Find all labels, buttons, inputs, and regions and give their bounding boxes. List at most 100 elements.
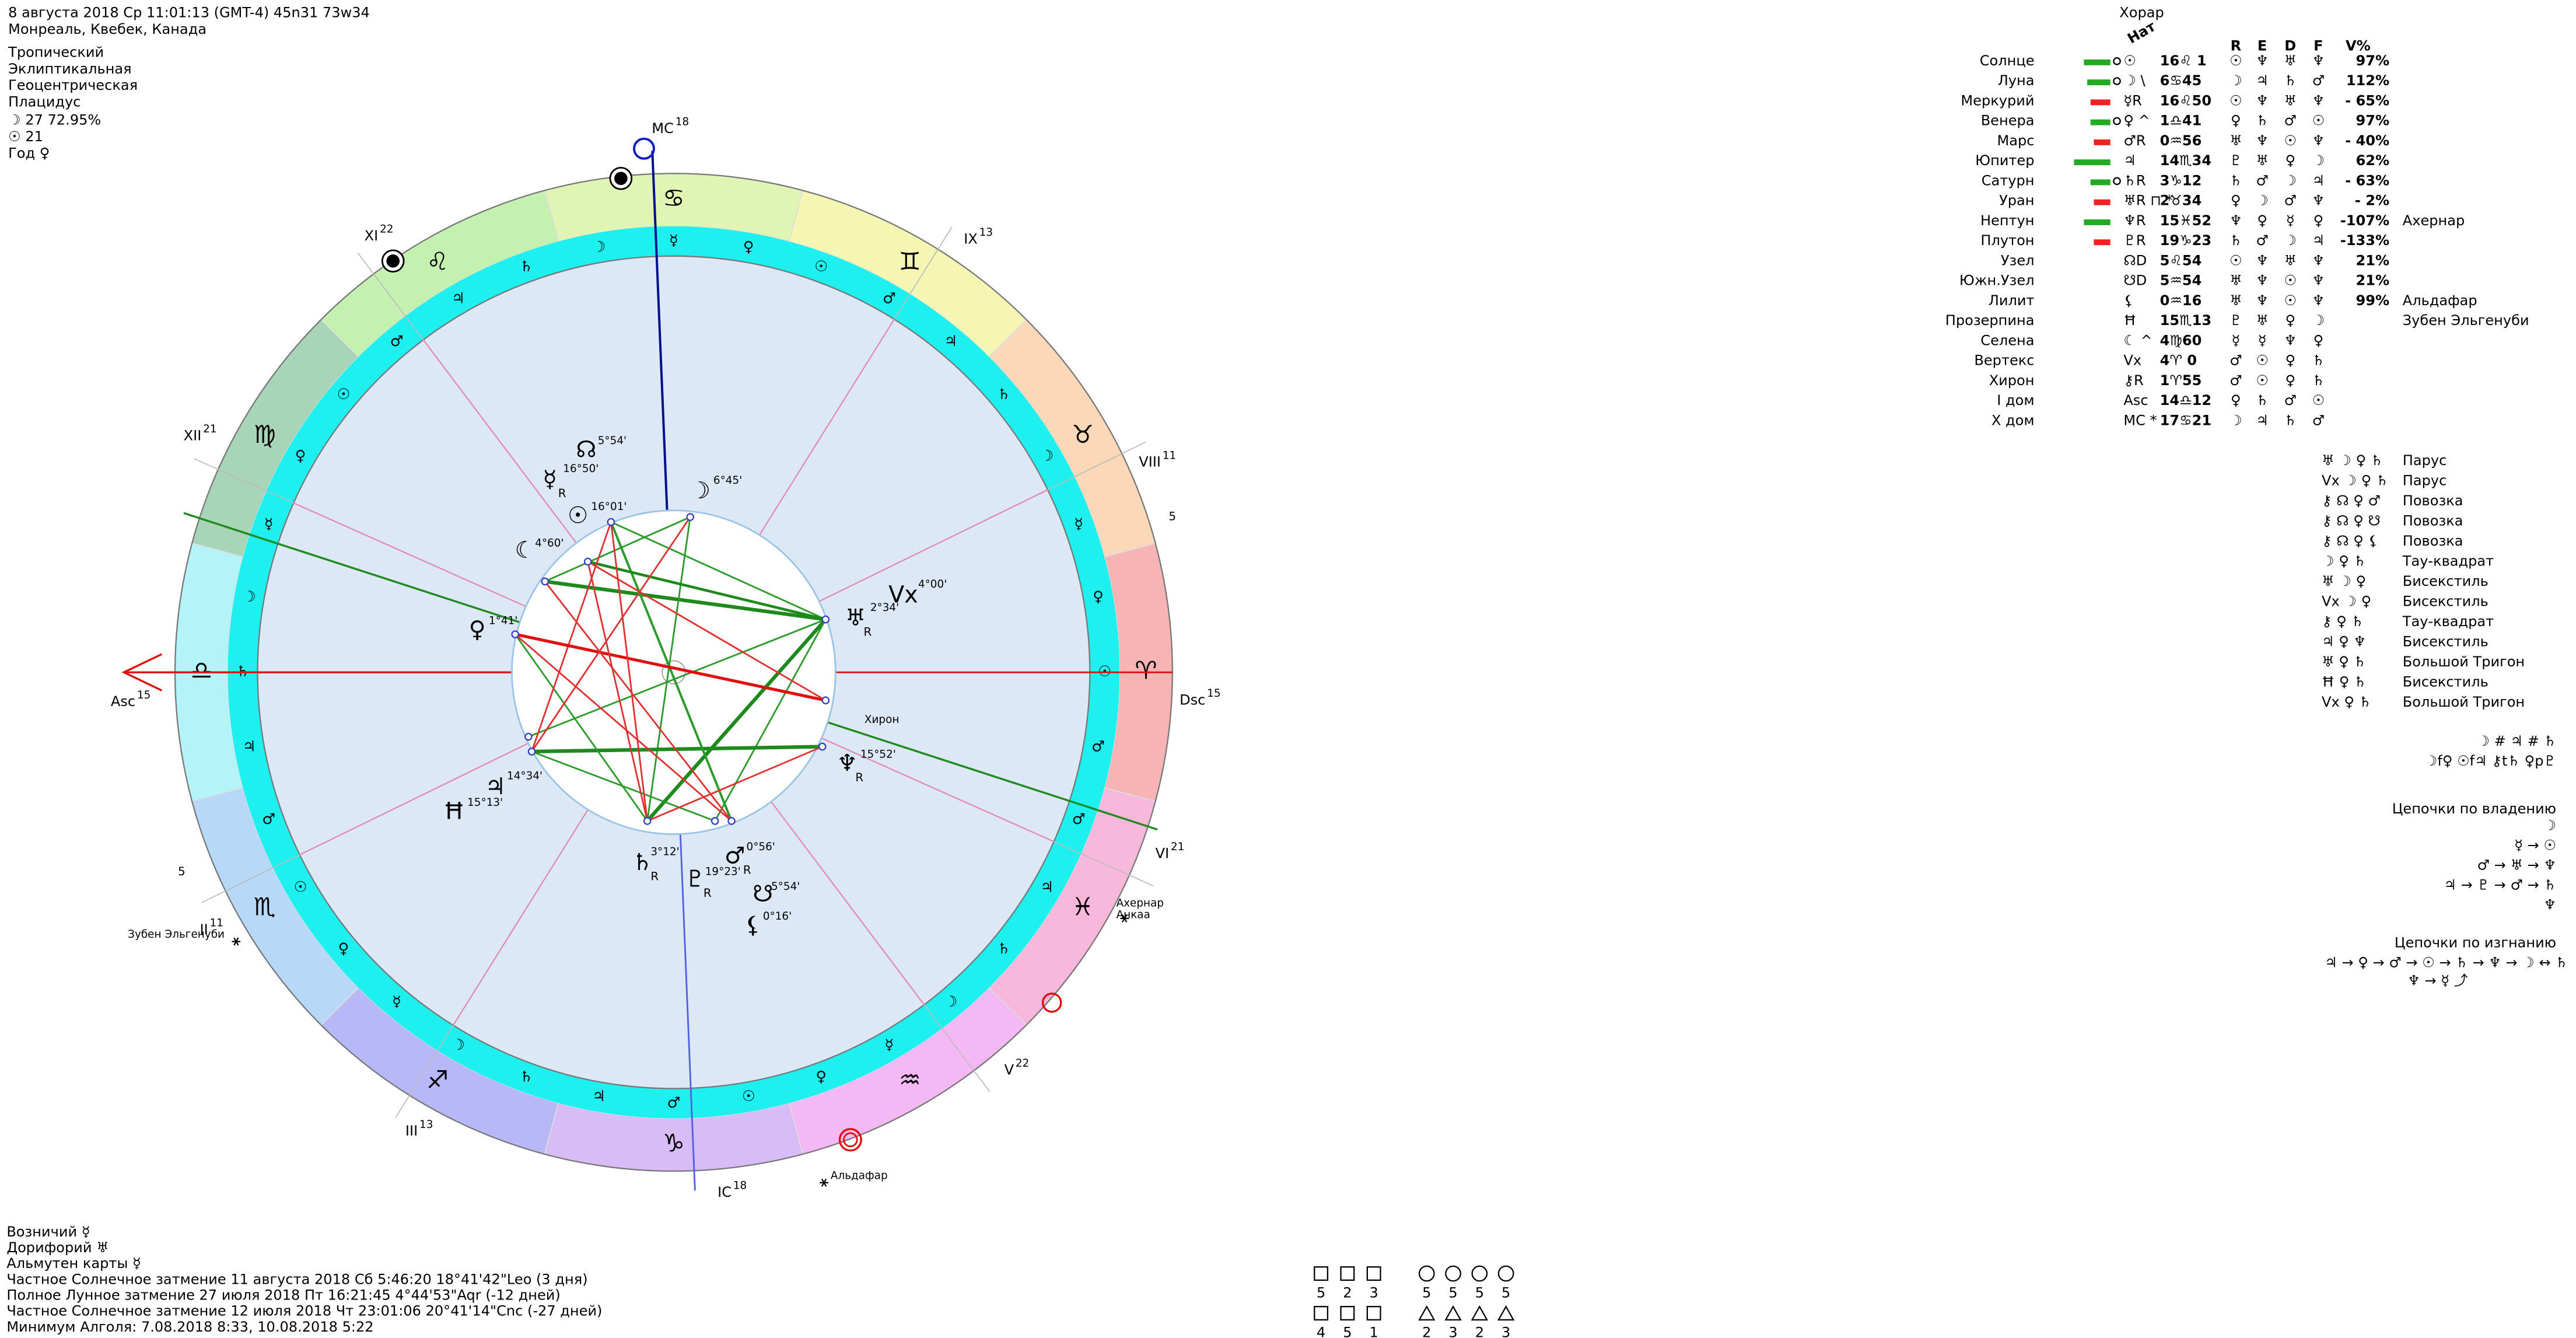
planet-label: Хирон [864, 714, 900, 726]
chain-line: ☽ [2543, 817, 2556, 833]
row-name: Прозерпина [1945, 312, 2035, 329]
column-header: E [2258, 37, 2267, 54]
column-header: V% [2346, 37, 2371, 54]
header-line: Плацидус [8, 94, 80, 110]
row-ruler: ♂ [2230, 352, 2242, 369]
row-name: Венера [1981, 113, 2035, 129]
ring-glyph: ♃ [944, 333, 957, 350]
mc-line [651, 151, 668, 511]
config-name: Большой Тригон [2403, 694, 2525, 710]
row-ruler: ♃ [2312, 172, 2325, 188]
strength-bar [2074, 159, 2110, 166]
ring-glyph: ♀ [816, 1068, 827, 1085]
count-value: 5 [1502, 1285, 1510, 1301]
row-ruler: ♀ [2285, 312, 2295, 329]
row-ruler: ♀ [2285, 372, 2295, 389]
row-value: 21% [2356, 252, 2390, 268]
ic-line [679, 834, 696, 1191]
house-degree: 11 [210, 917, 223, 929]
ring-glyph: ☿ [1074, 515, 1083, 533]
star-label: Анкаа [1116, 909, 1150, 921]
planet-glyph: ☋ [752, 881, 773, 907]
house-label: IC [718, 1184, 732, 1200]
planet-glyph: ☽ [690, 477, 710, 504]
count-icon [1418, 1305, 1436, 1320]
planet-degree: 0°16' [763, 910, 792, 923]
ring-glyph: ☽ [1040, 448, 1054, 465]
house-label: II [200, 921, 208, 938]
row-name: Лилит [1989, 292, 2035, 309]
config-glyphs: ⚷ ☊ ♀ ☋ [2322, 512, 2381, 529]
strength-bar [2094, 239, 2110, 246]
planet-glyph: ☾ [514, 537, 536, 564]
planet-degree: 5°54' [771, 881, 800, 893]
planet-degree: 4°00' [918, 578, 947, 591]
count-icon [1314, 1266, 1329, 1281]
planet-degree: 14°34' [507, 770, 542, 782]
strength-bar [2090, 99, 2110, 106]
row-ruler: ☉ [2284, 292, 2297, 309]
row-position: 4♈ 0 [2160, 352, 2197, 369]
ring-glyph: ♄ [998, 386, 1011, 403]
planet-glyph: ♂ [724, 843, 746, 869]
aspect-point [524, 732, 533, 741]
row-name: Южн.Узел [1959, 273, 2035, 289]
pattern: ☽f♀ ☉f♃ ⚷t♄ ♀p♇ [2425, 753, 2556, 769]
row-glyph: Vx [2123, 352, 2141, 369]
strength-mark [2113, 177, 2121, 186]
aspect-line [531, 516, 691, 752]
planet-retro: R [743, 863, 751, 876]
aspect-line [528, 619, 826, 738]
sign-glyph: ♓ [1072, 893, 1094, 921]
config-glyphs: ♅ ☽ ♀ ♄ [2322, 452, 2383, 469]
strength-bar [2084, 59, 2110, 65]
header-line: Геоцентрическая [8, 77, 138, 93]
row-ruler: ☉ [2230, 252, 2242, 268]
ring-glyph: ♂ [1072, 811, 1086, 828]
row-glyph: ♃ [2123, 152, 2136, 169]
row-ruler: ♅ [2284, 92, 2297, 109]
strength-mark [2113, 77, 2121, 85]
sign-glyph: ♌ [426, 248, 449, 277]
sign-glyph: ♊ [899, 248, 921, 277]
house-label: V [1005, 1061, 1014, 1078]
row-value: - 2% [2355, 193, 2389, 209]
house-degree: 11 [1163, 449, 1176, 462]
sign-glyph: ♒ [899, 1066, 921, 1095]
config-name: Тау-квадрат [2402, 553, 2494, 570]
house-cusp [299, 742, 529, 855]
row-ruler: ♀ [2314, 212, 2324, 229]
star-symbol [1122, 914, 1128, 923]
house-cusp-outer [357, 252, 424, 340]
aspect-point [541, 577, 549, 586]
strength-bar [2084, 219, 2110, 225]
count-value: 5 [1317, 1285, 1325, 1301]
row-ruler: ♀ [2285, 352, 2295, 369]
row-name: Узел [2001, 252, 2035, 268]
axis-mark: 5 [1169, 510, 1177, 523]
config-glyphs: ♃ ♀ ♆ [2322, 634, 2366, 650]
row-ruler: ♅ [2230, 273, 2242, 289]
row-ruler: ☽ [2312, 312, 2325, 329]
ring-glyph: ☽ [592, 239, 606, 256]
row-position: 0♒56 [2160, 132, 2202, 149]
row-value: 62% [2356, 152, 2390, 169]
asc-arrow [121, 653, 163, 691]
row-ruler: ♆ [2256, 273, 2269, 289]
planet-glyph: ⚸ [744, 912, 761, 939]
row-glyph: Asc [2123, 392, 2148, 408]
row-position: 5♒54 [2160, 273, 2202, 289]
count-value: 2 [1475, 1324, 1484, 1338]
row-ruler: ♀ [2285, 152, 2295, 169]
house-degree: 22 [1016, 1057, 1029, 1070]
row-ruler: ♃ [2256, 72, 2269, 89]
house-degree: 18 [733, 1180, 747, 1192]
ring-glyph: ♃ [243, 738, 256, 755]
aspect-line [587, 561, 649, 822]
config-name: Тау-квадрат [2402, 613, 2494, 630]
aspect-point [583, 557, 592, 566]
row-name: X дом [1992, 412, 2035, 428]
house-cusp-outer [1054, 841, 1154, 887]
house-cusp-outer [194, 458, 294, 504]
